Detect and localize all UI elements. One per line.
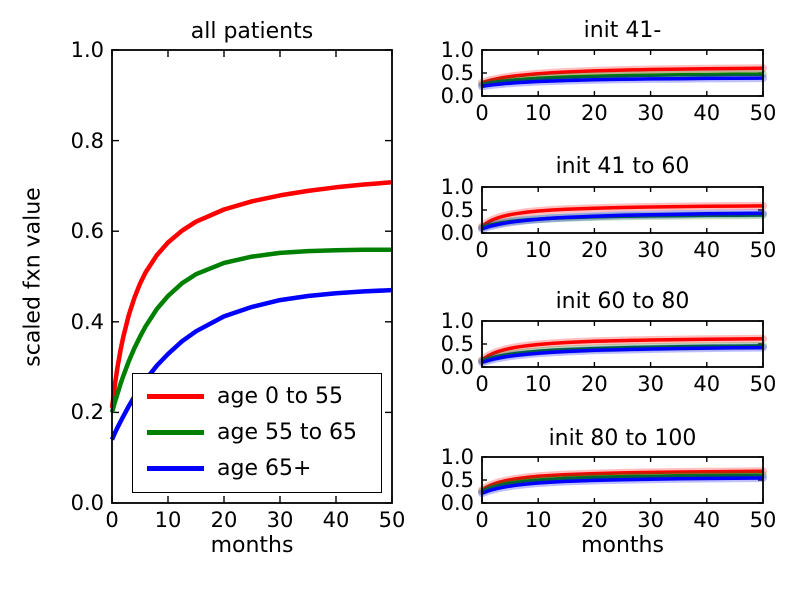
y-tick-label: 1.0 [70,38,104,62]
y-tick-label: 1.0 [440,445,474,469]
x-tick-label: 10 [154,508,182,532]
x-tick-label: 0 [475,508,489,532]
series-line [481,473,764,494]
x-tick-label: 40 [322,508,350,532]
y-tick-label: 0.8 [70,128,104,153]
y-tick-label: 0.5 [440,198,474,222]
main-x-axis-label: months [210,533,294,558]
x-tick-label: 30 [637,101,664,125]
legend-label: age 55 to 65 [217,419,358,445]
subplots-x-axis-label: months [581,533,664,558]
series-line [481,66,764,85]
series-line [481,476,764,495]
subplot-3-title: init 60 to 80 [555,289,690,314]
x-tick-label: 10 [524,372,552,396]
x-tick-label: 40 [693,508,721,532]
legend-line-sample-green [147,429,204,435]
y-tick-label: 1.0 [440,38,474,62]
x-tick-label: 20 [581,508,608,532]
x-tick-label: 40 [693,238,721,262]
x-tick-label: 30 [637,372,664,396]
legend-row: age 55 to 65 [133,414,381,450]
series-line [481,76,764,89]
subplot-1-title: init 41- [583,18,662,43]
y-tick-label: 0.5 [440,468,474,492]
series-line [481,211,764,231]
axes-frame [481,456,764,504]
y-tick-label: 0.5 [440,61,474,85]
x-tick-label: 30 [637,238,664,262]
x-tick-label: 0 [475,101,489,125]
x-tick-label: 50 [749,101,777,125]
y-tick-label: 0.2 [70,400,104,425]
y-tick-label: 0.0 [70,491,104,515]
x-tick-label: 30 [637,508,664,532]
y-tick-label: 1.0 [440,309,474,333]
series-line [480,204,764,228]
axes-frame [481,186,764,234]
series-line [480,337,764,362]
subplot-2-title: init 41 to 60 [555,154,690,179]
x-tick-label: 50 [749,238,777,262]
series-line [481,72,764,87]
x-tick-label: 20 [581,101,608,125]
x-tick-label: 20 [581,238,608,262]
y-tick-label: 0.6 [70,219,104,244]
x-tick-label: 20 [210,508,238,532]
x-tick-label: 10 [524,101,552,125]
x-tick-label: 10 [524,238,552,262]
series-line [481,345,764,365]
legend-row: age 65+ [133,450,381,486]
y-tick-label: 0.0 [440,355,474,379]
axes-frame [111,49,393,504]
x-tick-label: 50 [378,508,406,532]
x-tick-label: 0 [105,508,119,532]
series-line [109,287,393,441]
x-tick-label: 40 [693,101,721,125]
legend: age 0 to 55 age 55 to 65 age 65+ [132,373,382,493]
x-tick-label: 50 [749,508,777,532]
x-tick-label: 0 [475,238,489,262]
legend-line-sample-blue [147,465,204,471]
legend-label: age 65+ [217,455,312,481]
axes-frame [481,320,764,368]
x-tick-label: 0 [475,372,489,396]
y-tick-label: 1.0 [440,175,474,199]
y-tick-label: 0.5 [440,332,474,356]
series-line [481,469,764,492]
x-tick-label: 40 [693,372,721,396]
x-tick-label: 30 [266,508,294,532]
y-tick-label: 0.0 [440,491,474,515]
series-line [109,247,392,414]
y-tick-label: 0.0 [440,221,474,245]
y-tick-label: 0.4 [70,309,104,334]
x-tick-label: 20 [581,372,608,396]
series-line [109,180,393,409]
y-tick-label: 0.0 [440,84,474,108]
subplot-4-title: init 80 to 100 [548,426,697,451]
x-tick-label: 50 [749,372,777,396]
legend-label: age 0 to 55 [217,383,344,409]
legend-line-sample-red [147,393,204,399]
axes-frame [481,49,764,97]
main-chart-title: all patients [190,19,314,44]
legend-row: age 0 to 55 [133,378,381,414]
main-y-axis-label: scaled fxn value [20,187,46,367]
x-tick-label: 10 [524,508,552,532]
